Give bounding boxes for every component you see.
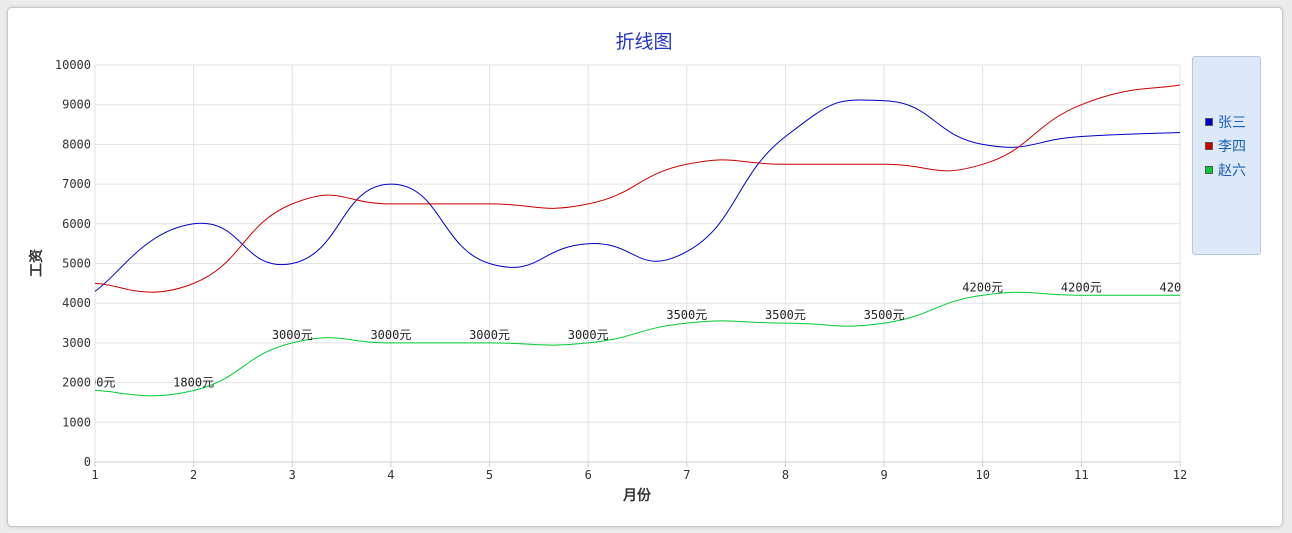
legend: 张三 李四 赵六 [1192,56,1261,255]
data-label: 3500元 [765,308,806,322]
x-tick-label: 10 [976,468,990,482]
y-tick-label: 7000 [62,177,91,191]
data-label: 4200元 [1160,280,1201,294]
legend-item-3[interactable]: 赵六 [1205,161,1246,179]
data-label: 1800元 [75,376,116,390]
y-tick-label: 8000 [62,137,91,151]
series-lines [95,84,1181,397]
data-label: 1800元 [173,376,214,390]
x-tick-label: 5 [486,468,493,482]
y-tick-label: 0 [84,455,91,469]
y-tick-label: 10000 [55,58,91,72]
legend-item-1[interactable]: 张三 [1205,113,1246,131]
y-tick-label: 6000 [62,217,91,231]
x-tick-label: 3 [289,468,296,482]
tick-labels: 0 1000 2000 3000 4000 5000 6000 7000 8000 9000 100… [55,58,1187,482]
y-tick-label: 5000 [62,257,91,271]
data-label: 4200元 [1061,280,1102,294]
x-tick-label: 11 [1074,468,1088,482]
legend-label: 李四 [1218,139,1246,155]
data-label: 3000元 [272,328,313,342]
data-label: 3000元 [469,328,510,342]
x-tick-label: 6 [585,468,592,482]
x-tick-label: 12 [1173,468,1187,482]
series-line-1 [95,99,1181,292]
data-label: 3500元 [666,308,707,322]
y-tick-label: 1000 [62,415,91,429]
x-tick-label: 9 [880,468,887,482]
x-tick-label: 8 [782,468,789,482]
data-labels: 1800元 1800元 3000元 3000元 3000元 3000元 3500元 3500元… [75,280,1201,390]
x-axis-label: 月份 [622,487,652,504]
chart-title: 折线图 [615,31,672,53]
x-tick-label: 7 [683,468,690,482]
series-line-3 [95,291,1180,397]
data-label: 4200元 [962,280,1003,294]
series-line-2 [95,84,1181,293]
data-label: 3000元 [568,328,609,342]
legend-label: 张三 [1218,115,1246,131]
chart-panel [7,7,1283,527]
y-tick-label: 9000 [62,98,91,112]
legend-swatch [1205,142,1213,150]
y-tick-label: 2000 [62,376,91,390]
data-label: 3500元 [864,308,905,322]
y-tick-label: 3000 [62,336,91,350]
x-tick-label: 1 [91,468,98,482]
x-tick-label: 2 [190,468,197,482]
legend-item-2[interactable]: 李四 [1205,137,1246,155]
y-axis-label: 工资 [28,249,45,277]
legend-swatch [1205,166,1213,174]
x-tick-label: 4 [387,468,394,482]
grid [94,64,1181,467]
legend-swatch [1205,118,1213,126]
y-tick-label: 4000 [62,296,91,310]
data-label: 3000元 [370,328,411,342]
legend-label: 赵六 [1218,163,1246,179]
